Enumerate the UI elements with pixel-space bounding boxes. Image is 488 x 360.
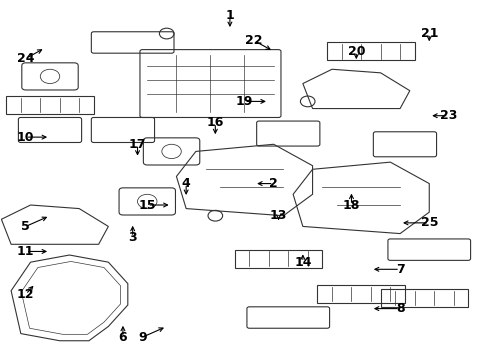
Text: 10: 10 bbox=[17, 131, 34, 144]
Text: 18: 18 bbox=[342, 198, 360, 212]
Text: 6: 6 bbox=[119, 331, 127, 344]
Text: 15: 15 bbox=[138, 198, 156, 212]
Text: 19: 19 bbox=[235, 95, 253, 108]
Text: 4: 4 bbox=[182, 177, 190, 190]
Text: 9: 9 bbox=[138, 331, 146, 344]
Text: 25: 25 bbox=[420, 216, 437, 229]
Text: 12: 12 bbox=[17, 288, 34, 301]
Text: 17: 17 bbox=[128, 138, 146, 151]
Text: 24: 24 bbox=[17, 52, 34, 65]
Text: 2: 2 bbox=[269, 177, 278, 190]
Text: 22: 22 bbox=[245, 34, 263, 47]
Text: 13: 13 bbox=[269, 209, 286, 222]
Text: 7: 7 bbox=[395, 263, 404, 276]
Text: 14: 14 bbox=[293, 256, 311, 269]
Text: 16: 16 bbox=[206, 116, 224, 129]
Text: 1: 1 bbox=[225, 9, 234, 22]
Text: 8: 8 bbox=[395, 302, 404, 315]
Text: 3: 3 bbox=[128, 231, 137, 244]
Text: 20: 20 bbox=[347, 45, 365, 58]
Text: 23: 23 bbox=[439, 109, 456, 122]
Text: 21: 21 bbox=[420, 27, 437, 40]
Text: 11: 11 bbox=[17, 245, 34, 258]
Text: 5: 5 bbox=[21, 220, 30, 233]
